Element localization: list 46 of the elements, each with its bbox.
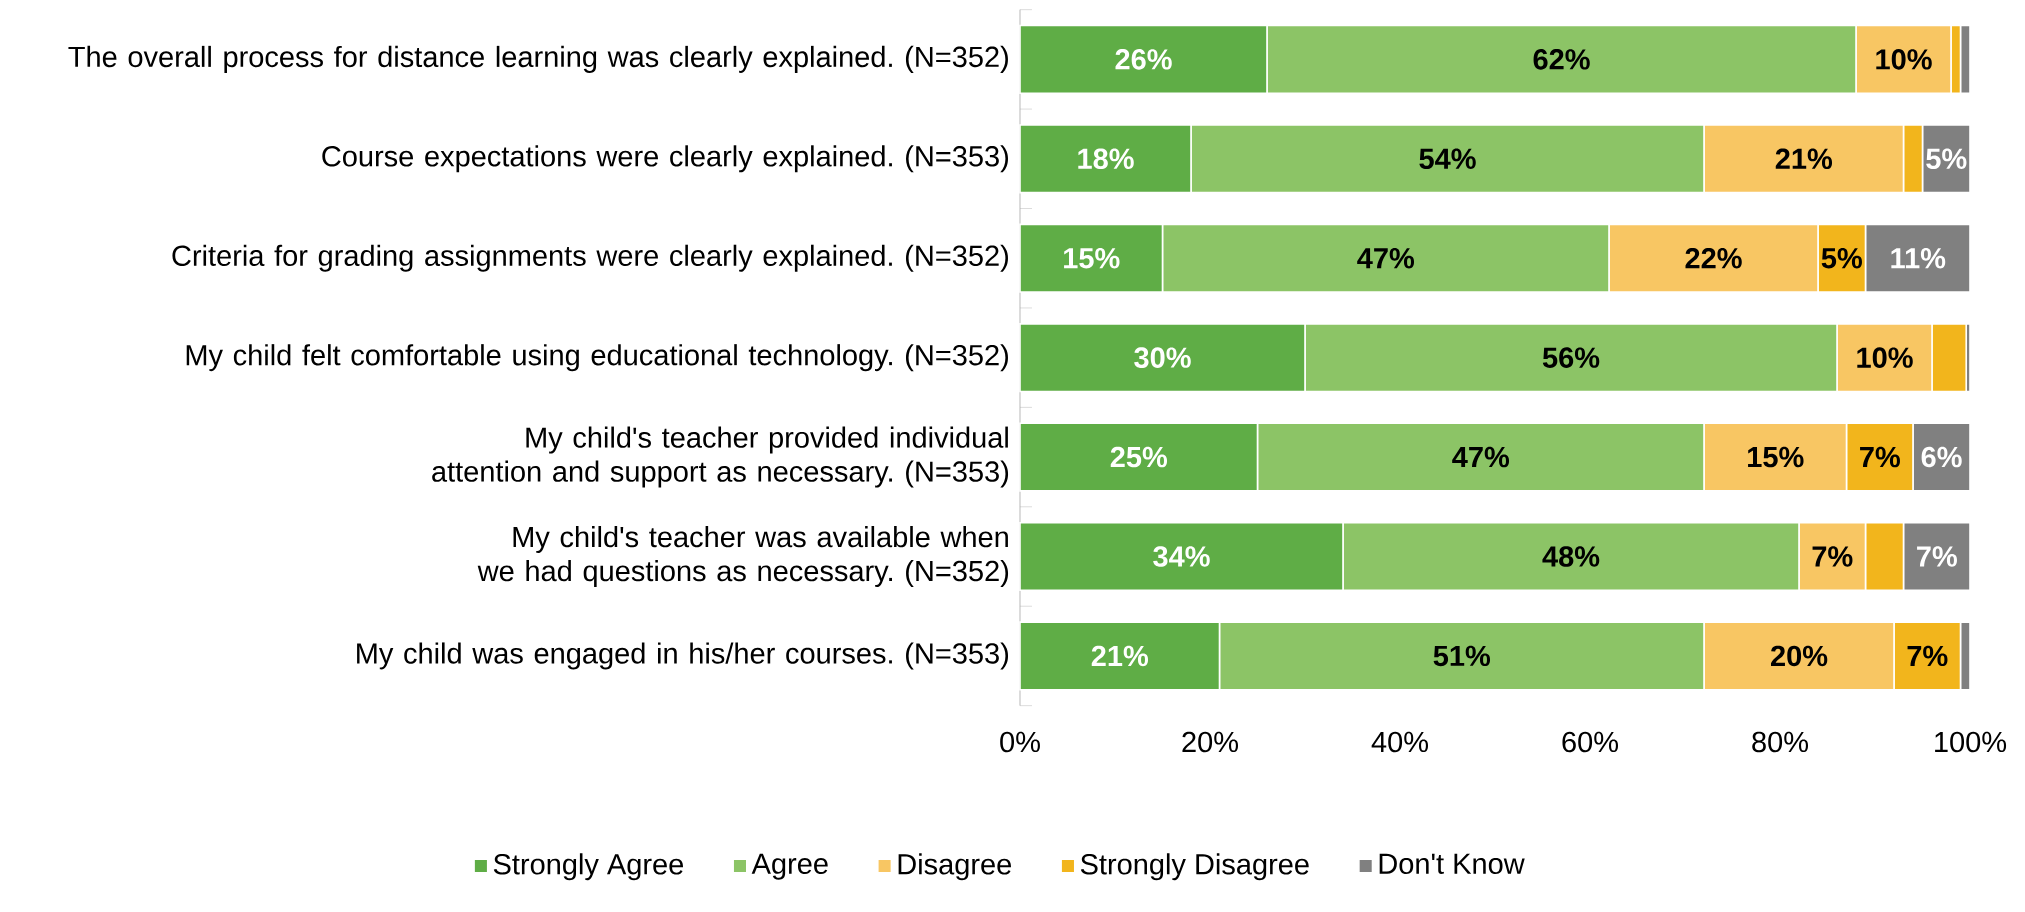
data-label: 47% [1452, 447, 1510, 468]
data-label: 21% [1091, 645, 1149, 667]
data-label: 7% [1812, 546, 1853, 567]
data-label: 6% [1921, 446, 1962, 468]
x-tick-label: 40% [1371, 731, 1428, 753]
legend-label: Strongly Agree [493, 853, 684, 881]
y-tick-label: My child felt comfortable using educational technology. (N=352) [186, 344, 1008, 372]
legend-label: Don't Know [1379, 853, 1525, 875]
data-label: 7% [1907, 645, 1948, 667]
y-tick-label: My child was engaged in his/her courses. (N=353) [357, 642, 1009, 670]
data-label: 5% [1926, 148, 1967, 170]
x-tick-label: 60% [1562, 731, 1619, 753]
data-label: 10% [1857, 347, 1913, 369]
data-label: 62% [1533, 49, 1590, 70]
data-label: 25% [1110, 446, 1168, 468]
data-label: 10% [1876, 49, 1932, 70]
x-tick-label: 0% [1000, 731, 1040, 753]
data-label: 15% [1748, 446, 1804, 468]
y-tick-label: My child's teacher provided individual attention and support as necessary. (N=353) [432, 426, 1009, 488]
data-label: 5% [1821, 248, 1862, 269]
data-label: 54% [1419, 148, 1476, 170]
x-tick-label: 80% [1752, 731, 1809, 753]
data-label: 21% [1775, 148, 1833, 170]
y-tick-label: The overall process for distance learning was clearly explained. (N=352) [68, 46, 1008, 74]
data-label: 26% [1115, 49, 1172, 70]
data-label: 15% [1064, 248, 1120, 269]
data-label: 7% [1860, 447, 1900, 468]
data-label: 51% [1433, 645, 1491, 667]
y-tick-label: Criteria for grading assignments were clearly explained. (N=352) [172, 244, 1008, 272]
data-label: 48% [1542, 546, 1600, 567]
data-label: 22% [1685, 248, 1742, 269]
data-label: 30% [1134, 347, 1191, 369]
data-label: 7% [1917, 546, 1957, 567]
x-tick-label: 100% [1935, 731, 2007, 753]
legend-label: Strongly Disagree [1080, 853, 1309, 881]
x-tick-label: 20% [1182, 731, 1238, 753]
y-tick-label: My child's teacher was available when we had questions as necessary. (N=352) [477, 526, 1009, 588]
data-label: 20% [1771, 645, 1828, 667]
data-label: 18% [1078, 148, 1134, 170]
data-label: 34% [1153, 546, 1210, 567]
y-tick-label: Course expectations were clearly explained. (N=353) [322, 145, 1008, 173]
data-label: 56% [1542, 347, 1600, 369]
legend-label: Disagree [898, 853, 1011, 881]
data-label: 11% [1891, 248, 1946, 269]
legend-label: Agree [751, 853, 828, 880]
data-label: 47% [1357, 248, 1415, 269]
